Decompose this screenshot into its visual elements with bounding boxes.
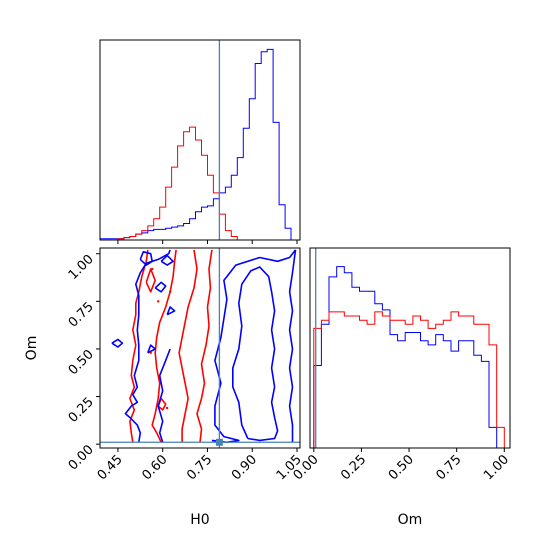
panel-contour-frame xyxy=(100,248,300,448)
contour-run-b-dot-0 xyxy=(157,300,160,303)
contour-run-b-0 xyxy=(196,249,213,443)
contour-run-a-3 xyxy=(157,348,171,443)
hist-om-ticks: 0.00 0.25 0.50 0.75 1.00 xyxy=(291,448,512,483)
contour-run-a-4 xyxy=(124,249,171,443)
hist-h0-series xyxy=(100,48,292,240)
contour-run-b-dot-1 xyxy=(149,351,152,354)
contour-run-a-1 xyxy=(211,249,297,444)
truth-marker xyxy=(215,438,223,446)
x-axis-label-h0: H0 xyxy=(190,512,209,528)
x-axis-label-om: Om xyxy=(398,512,423,528)
contour-run-a-2 xyxy=(288,249,297,443)
hist-h0-tick-marks xyxy=(117,240,298,244)
y-tick-label: 1.00 xyxy=(66,252,97,283)
x-tick-label: 0.75 xyxy=(433,452,464,483)
contour-run-a-0 xyxy=(232,266,279,442)
contour-series xyxy=(111,249,297,444)
x-tick-label: 0.25 xyxy=(338,452,369,483)
panel-hist-h0 xyxy=(99,39,301,244)
panel-hist-h0-border xyxy=(99,39,301,241)
contour-run-a-8 xyxy=(166,306,176,316)
contour-run-b-4 xyxy=(145,268,156,293)
hist-h0-run-b xyxy=(100,126,291,240)
contour-run-b-2 xyxy=(151,249,177,443)
x-tick-label: 0.75 xyxy=(184,452,215,483)
x-tick-label: 0.60 xyxy=(139,452,170,483)
contour-run-b-dot-3 xyxy=(168,290,172,294)
contour-run-a-9 xyxy=(154,281,167,293)
y-axis-label-om: Om xyxy=(24,336,40,361)
contour-run-b-dot-4 xyxy=(151,267,154,271)
y-tick-label: 0.75 xyxy=(66,300,97,331)
x-tick-label: 0.45 xyxy=(95,452,126,483)
panel-hist-om-frame xyxy=(310,248,510,448)
hist-om-series xyxy=(313,266,505,448)
hist-om-run-b xyxy=(313,311,505,448)
contour-run-a-7 xyxy=(147,344,156,354)
contour-run-a-5 xyxy=(139,251,153,266)
contour-run-a-6 xyxy=(111,338,124,348)
x-tick-label: 0.90 xyxy=(229,452,260,483)
panel-contour-h0-om: 0.45 0.60 0.75 0.90 1.050.000.250.500.751.00 xyxy=(66,247,305,483)
contour-run-b-1 xyxy=(178,249,198,443)
y-tick-label: 0.50 xyxy=(66,347,97,378)
contour-run-a-10 xyxy=(160,254,174,266)
y-tick-label: 0.25 xyxy=(66,395,97,426)
contour-run-b-dot-2 xyxy=(165,406,169,410)
x-tick-label: 0.50 xyxy=(386,452,417,483)
panel-hist-om: 0.00 0.25 0.50 0.75 1.00 xyxy=(291,247,512,483)
contour-run-b-3 xyxy=(129,249,149,443)
panel-contour-border xyxy=(99,247,301,449)
hist-om-run-a xyxy=(313,266,505,448)
panel-hist-om-border xyxy=(309,247,511,449)
y-tick-label: 0.00 xyxy=(66,442,97,473)
x-tick-label: 1.00 xyxy=(481,452,512,483)
